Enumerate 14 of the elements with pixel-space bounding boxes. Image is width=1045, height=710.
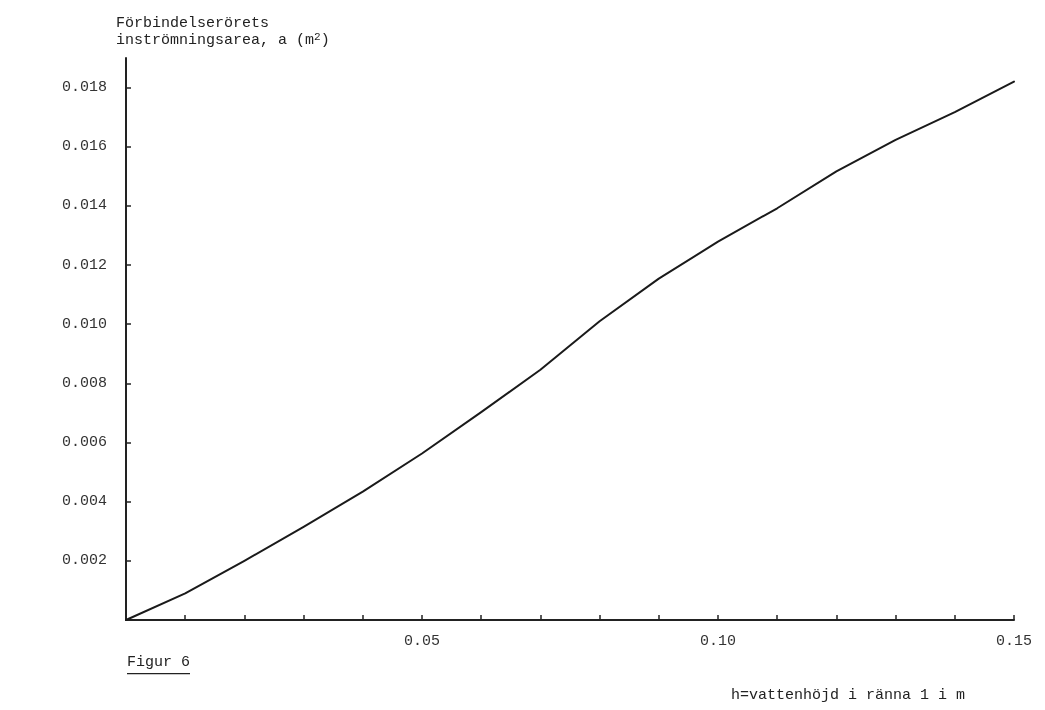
y-tick-label: 0.014 (62, 197, 108, 215)
y-tick-label: 0.004 (62, 493, 108, 511)
y-tick-label: 0.016 (62, 138, 108, 156)
text: Figur 6 (127, 654, 191, 671)
y-tick-label: 0.010 (62, 315, 108, 333)
y-tick-label: 0.008 (62, 374, 108, 392)
y-tick-label: 0.006 (62, 434, 108, 452)
y-tick-label: 0.018 (62, 79, 108, 97)
x-tick-label: 0.05 (403, 633, 441, 650)
y-tick-label: 0.012 (62, 256, 108, 274)
x-tick-label: 0.15 (995, 633, 1033, 650)
x-axis-title: h=vattenhöjd i ränna 1 i m (730, 687, 966, 704)
x-tick-label: 0.10 (699, 633, 737, 650)
y-tick-label: 0.002 (62, 552, 108, 570)
